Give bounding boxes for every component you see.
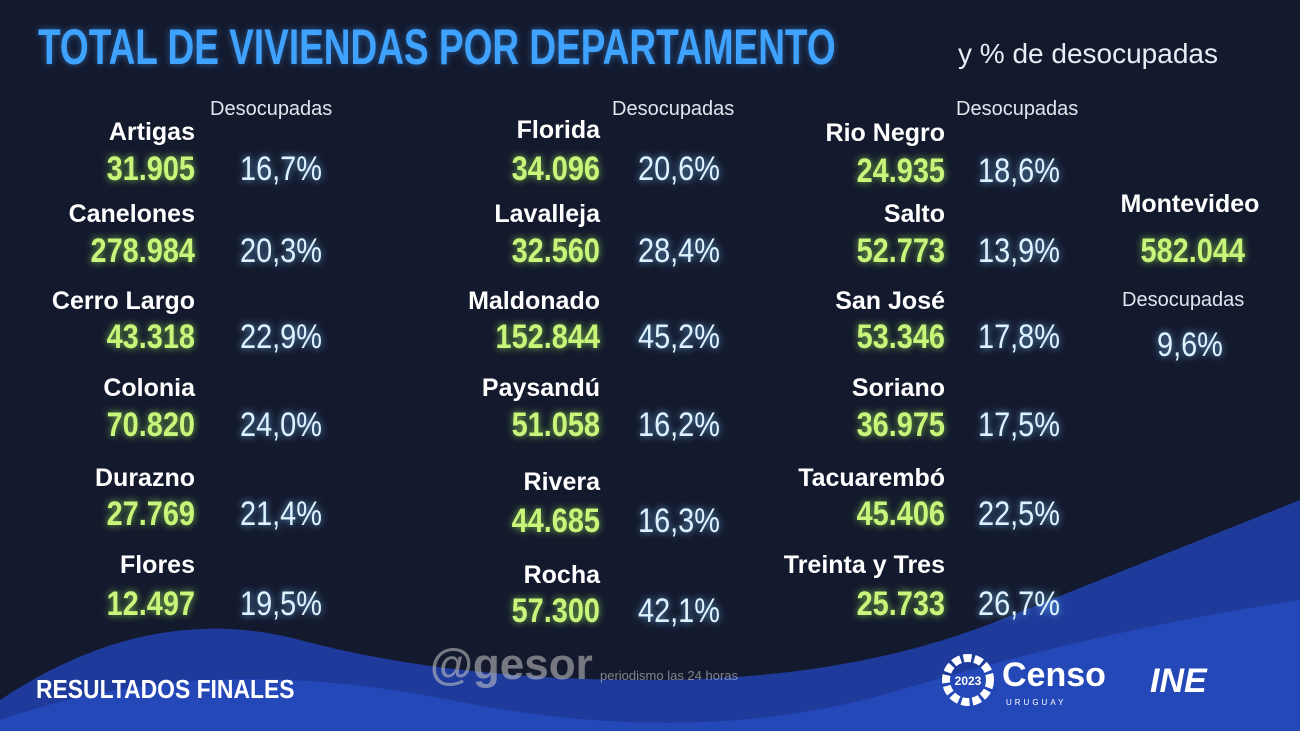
- gear-icon: 2023: [942, 654, 994, 706]
- column-header: Desocupadas: [612, 98, 735, 120]
- ine-logo: INE: [1150, 662, 1207, 700]
- montevideo-total: 582.044: [1140, 232, 1245, 270]
- watermark-tagline: periodismo las 24 horas: [600, 668, 739, 683]
- department-vacant-pct: 42,1%: [638, 592, 720, 630]
- department-total: 53.346: [856, 318, 945, 356]
- department-vacant-pct: 19,5%: [240, 585, 322, 623]
- department-vacant-pct: 22,5%: [978, 495, 1060, 533]
- department-vacant-pct: 26,7%: [978, 585, 1060, 623]
- department-vacant-pct: 17,5%: [978, 406, 1060, 444]
- department-name: Rio Negro: [825, 119, 945, 147]
- department-vacant-pct: 17,8%: [978, 318, 1060, 356]
- department-total: 24.935: [856, 152, 945, 190]
- department-vacant-pct: 16,3%: [638, 502, 720, 540]
- department-vacant-pct: 45,2%: [638, 318, 720, 356]
- department-name: Paysandú: [481, 374, 600, 402]
- montevideo-label: Desocupadas: [1122, 289, 1245, 311]
- department-name: Lavalleja: [494, 200, 600, 228]
- department-total: 278.984: [90, 232, 195, 270]
- department-vacant-pct: 16,7%: [240, 150, 322, 188]
- column-header: Desocupadas: [210, 98, 333, 120]
- department-total: 34.096: [511, 150, 600, 188]
- department-name: Soriano: [851, 374, 945, 402]
- department-vacant-pct: 20,6%: [638, 150, 720, 188]
- page-title: TOTAL DE VIVIENDAS POR DEPARTAMENTO: [38, 19, 836, 75]
- department-total: 43.318: [106, 318, 195, 356]
- department-name: Salto: [883, 200, 945, 228]
- column-header: Desocupadas: [956, 98, 1079, 120]
- watermark-logo: @gesor: [430, 640, 593, 689]
- department-total: 45.406: [856, 495, 945, 533]
- department-total: 31.905: [106, 150, 195, 188]
- department-total: 152.844: [495, 318, 600, 356]
- department-total: 25.733: [856, 585, 945, 623]
- department-total: 51.058: [511, 406, 600, 444]
- page-subtitle: y % de desocupadas: [958, 38, 1218, 69]
- department-vacant-pct: 13,9%: [978, 232, 1060, 270]
- department-total: 70.820: [106, 406, 195, 444]
- censo-subtext: URUGUAY: [1006, 698, 1067, 707]
- censo-year: 2023: [955, 674, 982, 688]
- department-name: Maldonado: [468, 287, 600, 315]
- department-vacant-pct: 22,9%: [240, 318, 322, 356]
- department-vacant-pct: 16,2%: [638, 406, 720, 444]
- department-name: San José: [835, 287, 945, 315]
- department-name: Canelones: [68, 200, 195, 228]
- department-name: Cerro Largo: [51, 287, 195, 315]
- department-name: Durazno: [95, 464, 195, 492]
- department-name: Florida: [516, 116, 600, 144]
- department-name: Colonia: [103, 374, 195, 402]
- department-total: 27.769: [106, 495, 195, 533]
- department-vacant-pct: 18,6%: [978, 152, 1060, 190]
- censo-text: Censo: [1002, 656, 1106, 694]
- department-name: Artigas: [108, 118, 195, 146]
- department-name: Tacuarembó: [798, 464, 945, 492]
- department-total: 44.685: [511, 502, 600, 540]
- footer-label: RESULTADOS FINALES: [36, 674, 295, 704]
- department-total: 32.560: [511, 232, 600, 270]
- department-name: Flores: [119, 551, 195, 579]
- department-vacant-pct: 21,4%: [240, 495, 322, 533]
- montevideo-pct: 9,6%: [1157, 326, 1223, 364]
- department-total: 12.497: [106, 585, 195, 623]
- department-name: Rivera: [523, 468, 600, 496]
- department-total: 36.975: [856, 406, 945, 444]
- department-vacant-pct: 24,0%: [240, 406, 322, 444]
- department-vacant-pct: 28,4%: [638, 232, 720, 270]
- montevideo-name: Montevideo: [1120, 190, 1260, 218]
- department-name: Treinta y Tres: [783, 551, 945, 579]
- department-vacant-pct: 20,3%: [240, 232, 322, 270]
- department-total: 52.773: [856, 232, 945, 270]
- department-total: 57.300: [511, 592, 600, 630]
- department-name: Rocha: [523, 561, 600, 589]
